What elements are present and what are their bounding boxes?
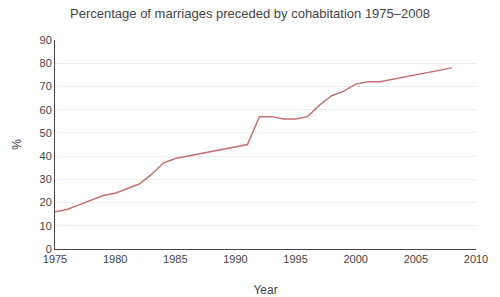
svg-text:40: 40 bbox=[40, 150, 52, 162]
svg-text:2005: 2005 bbox=[404, 253, 428, 265]
svg-text:20: 20 bbox=[40, 196, 52, 208]
svg-text:10: 10 bbox=[40, 220, 52, 232]
svg-text:Percentage of marriages preced: Percentage of marriages preceded by coha… bbox=[70, 6, 430, 21]
svg-text:%: % bbox=[10, 139, 24, 150]
svg-text:Year: Year bbox=[253, 283, 277, 297]
svg-text:50: 50 bbox=[40, 127, 52, 139]
svg-text:80: 80 bbox=[40, 57, 52, 69]
svg-text:1990: 1990 bbox=[223, 253, 247, 265]
svg-text:2000: 2000 bbox=[343, 253, 367, 265]
svg-text:60: 60 bbox=[40, 104, 52, 116]
svg-text:1995: 1995 bbox=[283, 253, 307, 265]
svg-text:90: 90 bbox=[40, 34, 52, 46]
svg-text:2010: 2010 bbox=[464, 253, 488, 265]
svg-text:70: 70 bbox=[40, 80, 52, 92]
svg-text:1975: 1975 bbox=[43, 253, 67, 265]
svg-text:1985: 1985 bbox=[163, 253, 187, 265]
svg-text:30: 30 bbox=[40, 173, 52, 185]
svg-text:0: 0 bbox=[46, 243, 52, 255]
svg-text:1980: 1980 bbox=[103, 253, 127, 265]
